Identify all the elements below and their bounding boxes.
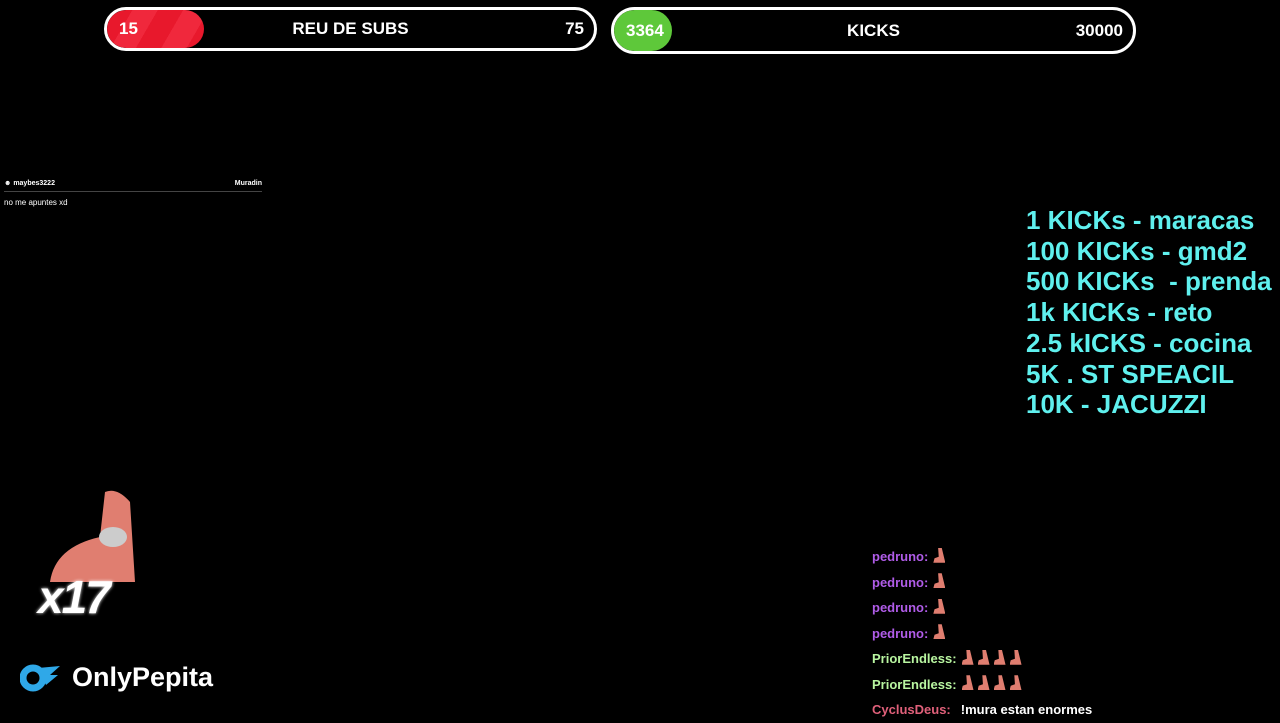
patrick-emote-icon	[933, 598, 946, 614]
subs-goal-bar: 15 REU DE SUBS 75	[104, 7, 597, 51]
kicks-progress-fill	[614, 10, 673, 51]
milestone-item: 500 KICKs - prenda	[1026, 266, 1272, 297]
patrick-emote-icon	[933, 624, 946, 640]
milestones-list: 1 KICKs - maracas 100 KICKs - gmd2 500 KIC…	[1026, 205, 1272, 420]
milestone-item: 1 KICKs - maracas	[1026, 205, 1255, 235]
milestone-item: 5K . ST SPEACIL	[1026, 358, 1235, 389]
chat-username: pedruno:	[872, 625, 929, 641]
kicks-title: KICKS	[847, 20, 900, 40]
combo-count: x17	[38, 571, 111, 623]
patrick-emote-icon	[977, 675, 990, 691]
patrick-emote-icon	[1009, 649, 1022, 665]
chat-message: pedruno:	[872, 595, 1092, 621]
chat-username: PriorEndless:	[872, 676, 957, 692]
chat-username: pedruno:	[872, 549, 929, 565]
milestone-item: 2.5 kICKS - cocina	[1026, 327, 1252, 358]
chat-message: pedruno:	[872, 544, 1092, 570]
patrick-emote-icon	[961, 649, 974, 665]
subs-progress-fill	[107, 10, 205, 48]
patrick-emote-icon	[993, 649, 1006, 665]
patrick-emote-icon	[977, 649, 990, 665]
chat-text: !mura estan enormes	[960, 702, 1093, 718]
notification-streamer: Muradin	[234, 180, 262, 187]
notification-user: ☻ maybes3222	[4, 180, 55, 187]
chat-username: CyclusDeus:	[872, 702, 951, 718]
chat-username: pedruno:	[872, 600, 929, 616]
milestone-item: 1k KICKs - reto	[1026, 297, 1213, 328]
milestone-item: 100 KICKs - gmd2	[1026, 235, 1248, 266]
notification-message: no me apuntes xd	[4, 198, 68, 207]
onlyfans-logo-icon	[20, 664, 60, 691]
kicks-goal: 30000	[1075, 20, 1123, 40]
chat-message: pedruno:	[872, 570, 1092, 596]
patrick-emote-icon	[933, 573, 946, 589]
chat-message: CyclusDeus: !mura estan enormes	[872, 697, 1092, 723]
subs-goal: 75	[565, 19, 584, 38]
patrick-emote-icon	[961, 675, 974, 691]
logo: OnlyPepita	[20, 662, 213, 693]
subs-current: 15	[119, 19, 138, 38]
chat-message: PriorEndless:	[872, 672, 1092, 698]
chat-message: PriorEndless:	[872, 646, 1092, 672]
patrick-emote-icon	[993, 675, 1006, 691]
logo-text: OnlyPepita	[72, 662, 214, 692]
chat-overlay: pedruno: pedruno: pedruno: pedruno: PriorEnd…	[872, 544, 1092, 723]
patrick-emote-icon	[50, 490, 135, 582]
chat-message: pedruno:	[872, 621, 1092, 647]
patrick-emote-icon	[1009, 675, 1022, 691]
notification: ☻ maybes3222 Muradin no me apuntes xd	[4, 180, 262, 207]
chat-username: PriorEndless:	[872, 651, 957, 667]
patrick-emote-icon	[933, 547, 946, 563]
milestone-item: 10K - JACUZZI	[1026, 389, 1207, 420]
kicks-goal-bar: 3364 KICKS 30000	[611, 7, 1136, 54]
kicks-current: 3364	[626, 20, 664, 40]
chat-username: pedruno:	[872, 574, 929, 590]
subs-title: REU DE SUBS	[292, 19, 409, 38]
